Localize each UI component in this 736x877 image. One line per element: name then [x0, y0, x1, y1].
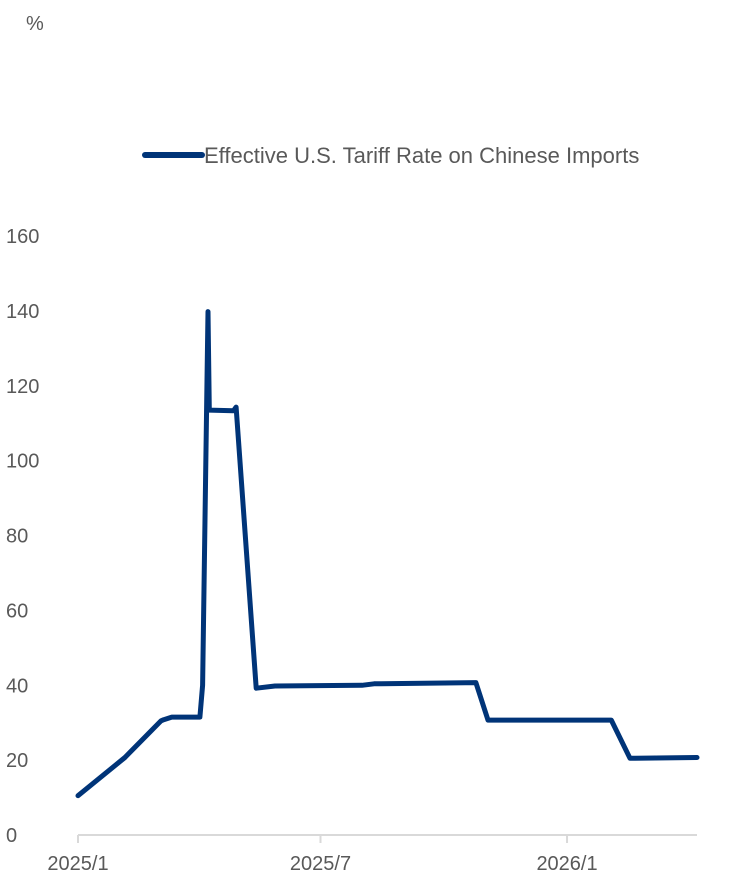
y-tick-label-100: 100 [6, 451, 39, 473]
legend-label: Effective U.S. Tariff Rate on Chinese Im… [204, 143, 639, 168]
y-tick-label-140: 140 [6, 301, 39, 323]
y-axis-ticks: 0 20 40 60 80 100 120 140 160 [6, 226, 39, 847]
y-tick-label-60: 60 [6, 600, 28, 622]
y-tick-label-160: 160 [6, 226, 39, 248]
y-tick-label-40: 40 [6, 675, 28, 697]
y-tick-label-20: 20 [6, 750, 28, 772]
y-tick-label-0: 0 [6, 825, 17, 847]
x-tick-label-0: 2025/1 [47, 853, 108, 875]
x-axis: 2025/1 2025/7 2026/1 [47, 834, 697, 875]
x-tick-label-2: 2026/1 [536, 853, 597, 875]
legend: Effective U.S. Tariff Rate on Chinese Im… [142, 143, 639, 168]
y-tick-label-120: 120 [6, 376, 39, 398]
y-axis-unit-label: % [26, 13, 44, 35]
y-tick-label-80: 80 [6, 526, 28, 548]
series-line-0 [75, 309, 700, 799]
x-tick-label-1: 2025/7 [290, 853, 351, 875]
series-layer [75, 309, 700, 799]
